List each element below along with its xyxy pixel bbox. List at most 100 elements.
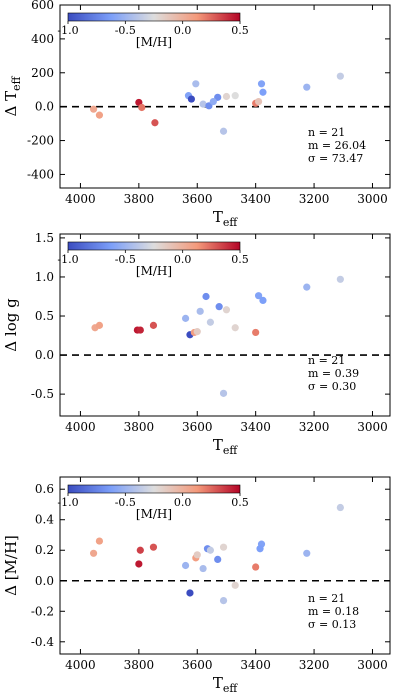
- y-tick-label: 0.0: [35, 100, 54, 114]
- data-point: [95, 537, 104, 545]
- x-tick-label: 3600: [182, 192, 213, 206]
- x-axis-label: Teff: [213, 674, 239, 695]
- data-point: [187, 95, 196, 103]
- y-tick-label: -0.5: [31, 387, 54, 401]
- y-axis-label: Δ log g: [2, 298, 20, 352]
- colorbar-tick-label: 0.0: [174, 253, 192, 266]
- stats-text: n = 21: [308, 592, 345, 605]
- data-point: [181, 561, 190, 570]
- x-tick-label: 4000: [65, 658, 96, 672]
- stats-text: m = 0.39: [308, 367, 359, 380]
- x-tick-label: 3200: [299, 192, 330, 206]
- data-point: [222, 306, 231, 314]
- data-point: [89, 549, 98, 557]
- colorbar: [67, 484, 241, 494]
- y-tick-label: 0.5: [35, 309, 54, 323]
- data-point: [336, 503, 344, 512]
- y-tick-label: 0.4: [35, 513, 54, 527]
- stats-text: σ = 73.47: [308, 152, 363, 165]
- data-point: [336, 275, 344, 283]
- x-tick-label: 3000: [357, 420, 388, 434]
- data-point: [259, 88, 267, 96]
- x-tick-label: 3600: [182, 658, 213, 672]
- y-tick-label: -0.4: [31, 635, 55, 649]
- x-tick-label: 3800: [124, 420, 155, 434]
- colorbar-tick-label: -0.5: [115, 24, 136, 37]
- x-tick-label: 4000: [65, 420, 96, 434]
- colorbar-tick-label: -1.0: [57, 253, 78, 266]
- y-tick-label: 0.0: [35, 574, 54, 588]
- colorbar-tick-label: 0.5: [231, 24, 249, 37]
- data-point: [257, 80, 266, 88]
- colorbar-label: [M/H]: [136, 35, 172, 49]
- y-tick-label: 1.0: [35, 270, 54, 284]
- colorbar-tick-label: -0.5: [115, 253, 136, 266]
- data-point: [206, 318, 214, 326]
- data-point: [149, 543, 158, 551]
- x-tick-label: 3400: [240, 192, 271, 206]
- data-point: [303, 283, 311, 291]
- data-point: [219, 543, 228, 551]
- x-tick-label: 3800: [124, 658, 155, 672]
- data-point: [209, 97, 217, 106]
- data-point: [336, 72, 344, 80]
- data-point: [181, 314, 190, 322]
- y-axis-label: Δ Teff: [2, 75, 23, 116]
- stats-text: n = 21: [308, 126, 345, 139]
- plot-frame-1: [59, 4, 391, 189]
- colorbar-tick-label: -1.0: [57, 496, 78, 509]
- colorbar-label: [M/H]: [136, 264, 172, 278]
- data-point: [222, 92, 231, 101]
- data-point: [231, 581, 239, 589]
- data-point: [206, 546, 214, 554]
- data-point: [252, 563, 260, 571]
- data-point: [136, 546, 144, 554]
- y-tick-label: 1.5: [35, 231, 54, 245]
- y-tick-label: 600: [31, 0, 54, 12]
- data-point: [89, 105, 98, 113]
- colorbar-tick-label: 0.0: [174, 496, 192, 509]
- x-tick-label: 4000: [65, 192, 96, 206]
- data-point: [254, 97, 263, 106]
- x-tick-label: 3200: [299, 420, 330, 434]
- data-point: [95, 111, 104, 119]
- y-tick-label: 0.2: [35, 543, 54, 557]
- y-tick-label: 400: [31, 32, 54, 46]
- data-point: [252, 328, 260, 337]
- y-tick-label: 0.0: [35, 348, 54, 362]
- data-point: [259, 296, 267, 304]
- plot-frame-2: [59, 233, 391, 417]
- stats-text: σ = 0.13: [308, 618, 356, 631]
- colorbar-tick-label: -0.5: [115, 496, 136, 509]
- data-point: [193, 328, 201, 336]
- x-tick-label: 3400: [240, 420, 271, 434]
- x-tick-label: 3400: [240, 658, 271, 672]
- data-point: [95, 321, 104, 329]
- x-tick-label: 3000: [357, 192, 388, 206]
- stats-text: m = 0.18: [308, 605, 359, 618]
- y-tick-label: -0.2: [31, 604, 54, 618]
- data-point: [192, 80, 200, 88]
- data-point: [151, 119, 159, 127]
- data-point: [196, 307, 204, 315]
- colorbar-tick-label: 0.0: [174, 24, 192, 37]
- colorbar-tick-label: 0.5: [231, 496, 249, 509]
- y-axis-label: Δ [M/H]: [2, 535, 20, 596]
- data-point: [199, 564, 207, 573]
- colorbar-tick-label: 0.5: [231, 253, 249, 266]
- colorbar: [67, 12, 241, 22]
- x-tick-label: 3600: [182, 420, 213, 434]
- x-tick-label: 3000: [357, 658, 388, 672]
- colorbar-label: [M/H]: [136, 507, 172, 521]
- data-point: [136, 326, 144, 334]
- data-point: [219, 389, 228, 397]
- data-point: [254, 292, 263, 300]
- y-tick-label: -200: [27, 134, 54, 148]
- colorbar: [67, 241, 241, 251]
- data-point: [135, 560, 143, 568]
- data-point: [231, 92, 239, 100]
- x-axis-label: Teff: [213, 208, 239, 229]
- plot-frame-3: [59, 476, 391, 655]
- y-tick-label: 0.6: [35, 482, 54, 496]
